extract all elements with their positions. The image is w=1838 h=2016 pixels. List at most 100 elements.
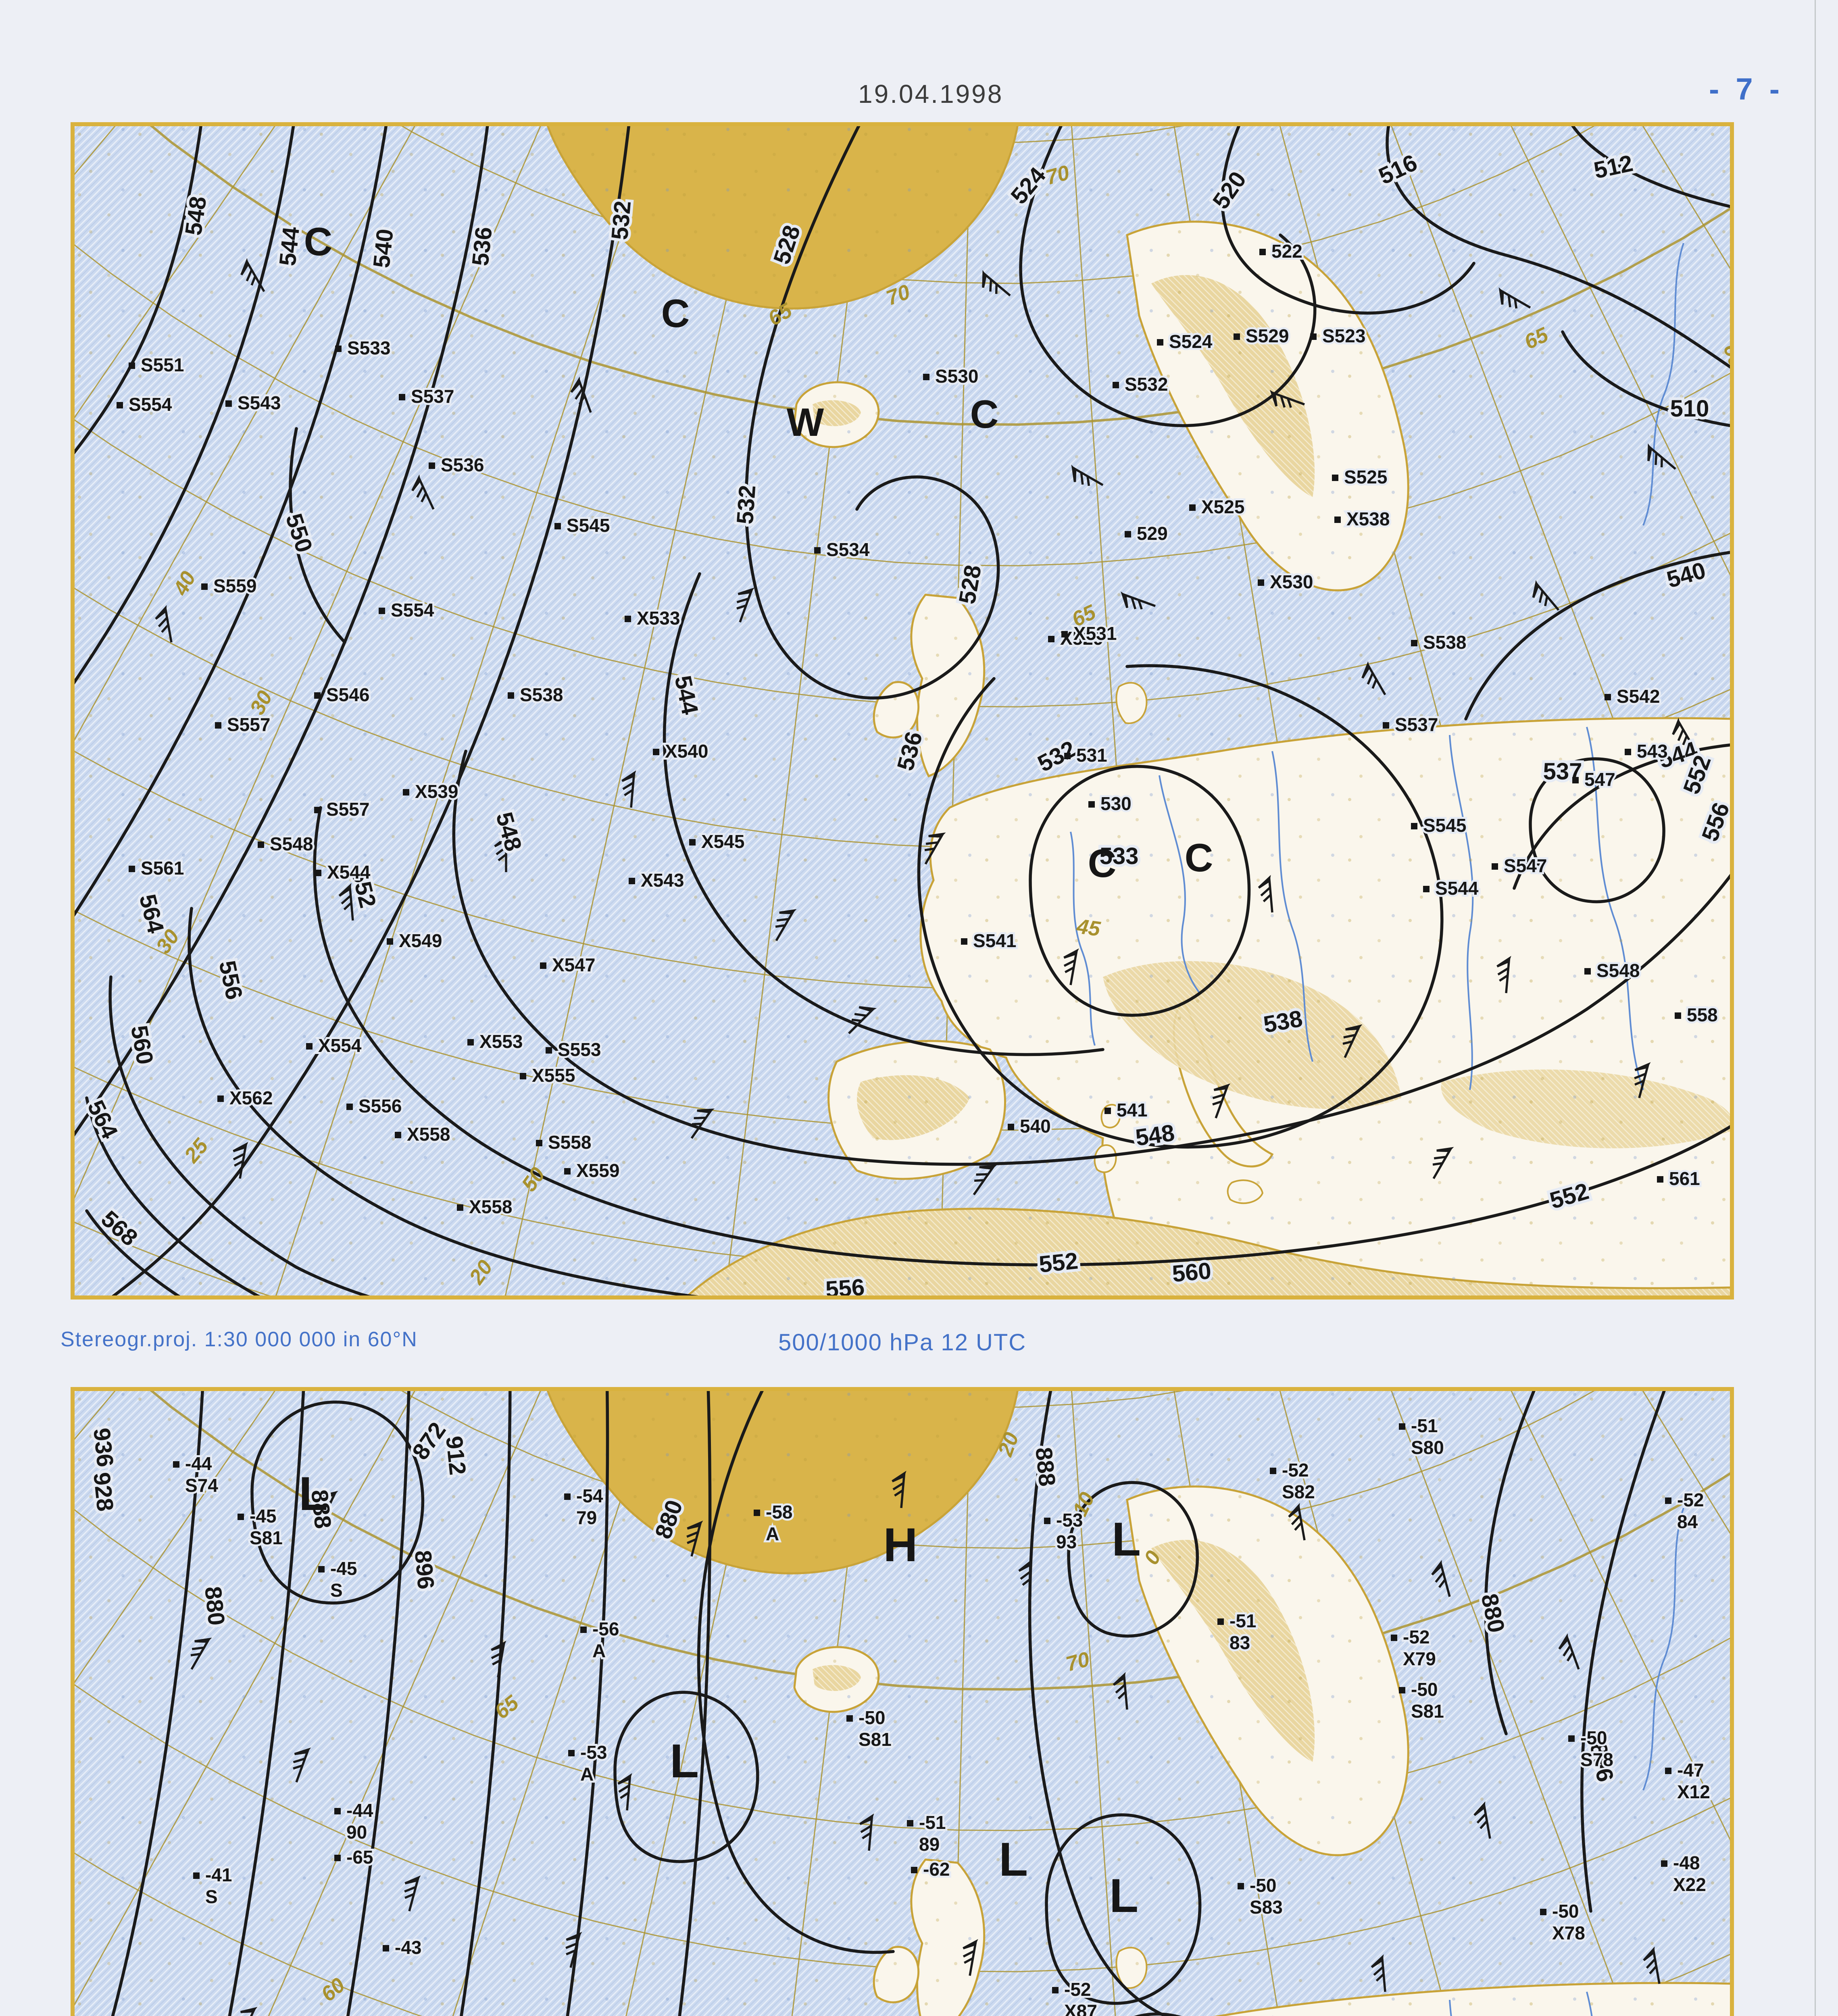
station-label: -50 xyxy=(1552,1901,1579,1922)
station-label: S554 xyxy=(129,394,172,415)
station-label: S523 xyxy=(1322,325,1365,346)
station-marker xyxy=(1411,823,1417,829)
wind-barb-icon xyxy=(233,1142,248,1179)
wind-barb-icon xyxy=(1672,718,1697,752)
station-marker xyxy=(554,523,561,529)
wind-barb-icon xyxy=(1018,1559,1032,1597)
wind-barb-icon xyxy=(1361,661,1386,696)
map-500-1000hpa: 548 544 540 536 532 528 524 520 516 512 510 528 532 5… xyxy=(71,122,1734,1300)
contour-label: 912 xyxy=(441,1435,471,1476)
station-label: -58 xyxy=(766,1502,792,1522)
contour-line xyxy=(1045,1813,1202,2005)
wind-barb-icon xyxy=(1558,1633,1580,1670)
station-label-secondary: S80 xyxy=(1411,1437,1444,1458)
contour-line xyxy=(1028,1387,1169,2016)
station-label: S544 xyxy=(1435,878,1479,899)
wind-barb-icon xyxy=(190,1637,212,1670)
wind-barb-icon xyxy=(686,1520,703,1557)
station-marker xyxy=(403,789,409,796)
contour-line xyxy=(106,122,631,1300)
wind-barb-icon xyxy=(617,1773,632,1811)
wind-barb-icon xyxy=(1113,1672,1128,1710)
contour-line xyxy=(108,975,383,1300)
contour-line xyxy=(678,1387,712,2016)
station-marker xyxy=(395,1132,401,1138)
station-marker xyxy=(1157,339,1163,346)
station-label: S541 xyxy=(973,930,1016,951)
station-label: S551 xyxy=(141,354,184,375)
wind-barb-icon xyxy=(1634,1062,1651,1098)
station-label-secondary: S78 xyxy=(1580,1749,1613,1770)
contour-line xyxy=(188,907,733,1300)
station-marker xyxy=(1052,1987,1059,1993)
contour-line xyxy=(1464,550,1734,721)
station-label: -47 xyxy=(1677,1760,1704,1781)
station-label-secondary: S81 xyxy=(250,1527,283,1548)
wind-barb-icon xyxy=(736,587,755,623)
station-marker xyxy=(961,938,967,945)
station-label: S545 xyxy=(1423,815,1466,836)
wind-barb-icon xyxy=(338,883,354,921)
station-label: -54 xyxy=(576,1485,603,1506)
contour-label: 533 xyxy=(1100,843,1139,869)
station-marker xyxy=(1423,886,1430,892)
station-label: -52 xyxy=(1282,1460,1309,1481)
wind-barb-icon xyxy=(892,1470,906,1508)
station-marker xyxy=(1217,1618,1224,1625)
station-label: X555 xyxy=(532,1065,575,1086)
station-marker xyxy=(1657,1176,1663,1183)
map-labels: 8728808808888888968968809049129209289369… xyxy=(85,1413,1712,2016)
station-label: S547 xyxy=(1504,855,1547,876)
station-marker xyxy=(334,1855,341,1861)
station-label: 530 xyxy=(1100,793,1132,814)
station-label: -53 xyxy=(1056,1510,1083,1531)
station-marker xyxy=(225,400,232,407)
wind-barb-icon xyxy=(963,1939,978,1976)
station-label: X543 xyxy=(641,870,684,891)
wind-barb-icon xyxy=(1473,1801,1491,1839)
contour-line xyxy=(744,122,1000,700)
wind-barb-icon xyxy=(1258,875,1273,913)
station-marker xyxy=(1044,1518,1050,1524)
station-label: -51 xyxy=(1230,1610,1256,1631)
station-marker xyxy=(568,1750,575,1756)
station-marker xyxy=(1399,1687,1405,1693)
contour-line xyxy=(228,1387,305,2016)
station-label-secondary: 89 xyxy=(919,1834,940,1855)
station-marker xyxy=(457,1204,463,1211)
station-marker xyxy=(508,692,514,699)
station-label: -44 xyxy=(346,1800,373,1821)
station-label: X549 xyxy=(399,930,442,951)
station-label: X559 xyxy=(576,1160,619,1181)
map-300hpa-svg: 8728808808888888968968809049129209289369… xyxy=(71,1387,1734,2016)
station-marker xyxy=(1391,1635,1397,1641)
station-label: 543 xyxy=(1637,741,1668,762)
page-number: - 7 - xyxy=(1709,72,1784,106)
page-date: 19.04.1998 xyxy=(858,79,1004,108)
station-label: -41 xyxy=(205,1864,232,1885)
wind-barb-icon xyxy=(982,270,1011,297)
contour-line xyxy=(250,1400,425,1605)
station-marker xyxy=(1310,333,1317,340)
station-label: -50 xyxy=(1250,1875,1276,1896)
pressure-center-l: L xyxy=(1109,1869,1138,1922)
station-marker xyxy=(217,1095,224,1102)
station-label-secondary: X87 xyxy=(1064,2001,1097,2016)
station-label: X540 xyxy=(665,741,708,762)
wind-barb-icon xyxy=(404,1875,421,1912)
station-label: S548 xyxy=(1596,960,1640,981)
contour-line xyxy=(1019,122,1317,427)
station-label-secondary: X22 xyxy=(1673,1874,1706,1895)
wind-barb-icon xyxy=(1647,443,1676,470)
pressure-center-c: C xyxy=(304,219,333,264)
contour-line xyxy=(1029,765,1251,1017)
contour-line xyxy=(85,1209,187,1300)
wind-barb-icon xyxy=(1288,1503,1306,1541)
wind-barb-icon xyxy=(1498,287,1531,309)
station-marker xyxy=(846,1715,853,1722)
station-label: S538 xyxy=(520,684,563,705)
station-label: X531 xyxy=(1073,623,1117,644)
station-marker xyxy=(911,1867,917,1873)
station-label: -50 xyxy=(859,1707,885,1728)
wind-barb-icon xyxy=(1212,1083,1231,1118)
